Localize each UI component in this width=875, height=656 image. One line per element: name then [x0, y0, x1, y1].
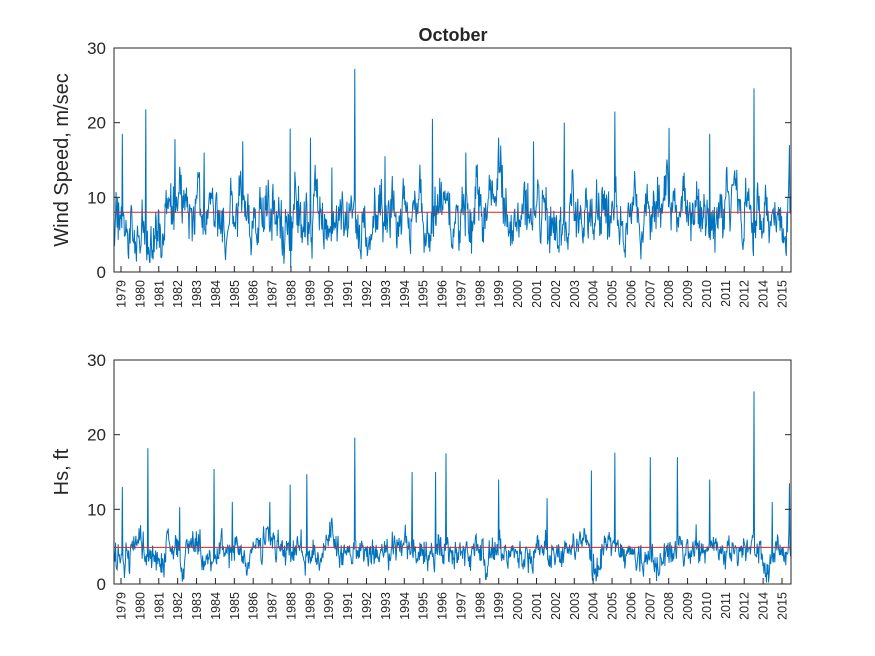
hs-x-tick-label: 1998 — [473, 592, 487, 620]
hs-x-tick-label: 2004 — [587, 592, 601, 620]
wind-speed-x-tick-label: 2006 — [624, 280, 638, 308]
hs-x-tick-label: 2012 — [738, 592, 752, 620]
wind-speed-series-line — [113, 68, 792, 268]
wind-speed-x-tick-label: 1993 — [379, 280, 393, 308]
wind-speed-x-tick-label: 2012 — [738, 280, 752, 308]
wind-speed-x-tick-label: 1986 — [247, 280, 261, 308]
wind-speed-x-tick-label: 2010 — [700, 280, 714, 308]
wind-speed-y-ticks: 0 10 20 30 — [87, 39, 791, 282]
wind-speed-x-tick-label: 1979 — [115, 280, 129, 308]
hs-x-tick-label: 1996 — [436, 592, 450, 620]
wind-speed-x-tick-label: 1984 — [209, 280, 223, 308]
wind-speed-x-tick-label: 1997 — [454, 280, 468, 308]
wind-speed-x-tick-label: 1999 — [492, 280, 506, 308]
hs-x-tick-label: 1985 — [228, 592, 242, 620]
wind-speed-x-ticks: 1979 1980 1981 1982 1983 1984 1985 1986 1987 1988… — [115, 266, 790, 308]
wind-speed-x-tick-label: 2011 — [719, 280, 733, 307]
wind-speed-axes-box — [113, 47, 792, 273]
hs-axes-box — [113, 359, 792, 585]
hs-y-ticks: 0 10 20 30 — [87, 351, 791, 594]
wind-speed-x-tick-label: 1988 — [285, 280, 299, 308]
hs-x-tick-label: 1999 — [492, 592, 506, 620]
hs-x-tick-label: 2005 — [606, 592, 620, 620]
wind-speed-y-tick-label: 0 — [97, 263, 106, 282]
wind-speed-x-tick-label: 2003 — [568, 280, 582, 308]
wind-speed-x-tick-label: 2015 — [776, 280, 790, 308]
y-axis-label-hs: Hs, ft — [51, 448, 73, 495]
wind-speed-x-tick-label: 2000 — [511, 280, 525, 308]
wind-speed-y-tick-label: 30 — [87, 39, 106, 58]
hs-x-tick-label: 2010 — [700, 592, 714, 620]
hs-x-tick-label: 2003 — [568, 592, 582, 620]
hs-x-tick-label: 2000 — [511, 592, 525, 620]
hs-x-tick-label: 2002 — [549, 592, 563, 620]
hs-x-tick-label: 1988 — [285, 592, 299, 620]
hs-series — [113, 391, 792, 583]
wind-speed-x-tick-label: 1985 — [228, 280, 242, 308]
hs-y-tick-label: 20 — [87, 426, 106, 445]
hs-x-tick-label: 1997 — [454, 592, 468, 620]
wind-speed-x-tick-label: 1995 — [417, 280, 431, 308]
wind-speed-x-tick-label: 2007 — [643, 280, 657, 308]
wind-speed-x-tick-label: 1983 — [190, 280, 204, 308]
hs-series-line — [113, 391, 792, 583]
hs-x-tick-label: 2007 — [643, 592, 657, 620]
wind-speed-x-tick-label: 2005 — [606, 280, 620, 308]
wind-speed-x-tick-label: 1990 — [322, 280, 336, 308]
hs-x-tick-label: 1994 — [398, 592, 412, 620]
hs-x-tick-label: 2014 — [757, 592, 771, 620]
hs-x-tick-label: 1979 — [115, 592, 129, 620]
wind-speed-x-tick-label: 2004 — [587, 280, 601, 308]
hs-x-tick-label: 1980 — [133, 592, 147, 620]
hs-x-tick-label: 1993 — [379, 592, 393, 620]
wind-speed-y-tick-label: 20 — [87, 114, 106, 133]
hs-x-ticks: 1979 1980 1981 1982 1983 1984 1985 1986 1987 1988… — [115, 578, 790, 620]
y-axis-label-wind-speed: Wind Speed, m/sec — [51, 73, 73, 246]
hs-x-tick-label: 1991 — [341, 592, 355, 620]
wind-speed-x-tick-label: 2014 — [757, 280, 771, 308]
wind-speed-x-tick-label: 2009 — [681, 280, 695, 308]
hs-x-tick-label: 1984 — [209, 592, 223, 620]
hs-x-tick-label: 2015 — [776, 592, 790, 620]
wind-speed-x-tick-label: 1981 — [152, 280, 166, 308]
wind-speed-x-tick-label: 1992 — [360, 280, 374, 308]
hs-x-tick-label: 1982 — [171, 592, 185, 620]
wind-speed-x-tick-label: 2001 — [530, 280, 544, 308]
wind-speed-y-tick-label: 10 — [87, 188, 106, 207]
wind-speed-series — [113, 68, 792, 268]
hs-x-tick-label: 1986 — [247, 592, 261, 620]
hs-x-tick-label: 2001 — [530, 592, 544, 620]
wind-speed-x-tick-label: 1994 — [398, 280, 412, 308]
hs-y-tick-label: 30 — [87, 351, 106, 370]
hs-x-tick-label: 1987 — [266, 592, 280, 620]
hs-x-tick-label: 1992 — [360, 592, 374, 620]
hs-x-tick-label: 1989 — [303, 592, 317, 620]
hs-y-tick-label: 10 — [87, 500, 106, 519]
wind-speed-x-tick-label: 1989 — [303, 280, 317, 308]
hs-x-tick-label: 2008 — [662, 592, 676, 620]
wind-speed-x-tick-label: 1998 — [473, 280, 487, 308]
hs-y-tick-label: 0 — [97, 575, 106, 594]
wind-speed-x-tick-label: 2002 — [549, 280, 563, 308]
chart-title: October — [418, 25, 487, 45]
hs-x-tick-label: 1995 — [417, 592, 431, 620]
hs-x-tick-label: 2006 — [624, 592, 638, 620]
wind-speed-x-tick-label: 1987 — [266, 280, 280, 308]
hs-x-tick-label: 1990 — [322, 592, 336, 620]
hs-x-tick-label: 2009 — [681, 592, 695, 620]
wind-speed-x-tick-label: 1980 — [133, 280, 147, 308]
wind-speed-x-tick-label: 1991 — [341, 280, 355, 308]
hs-x-tick-label: 2011 — [719, 592, 733, 619]
hs-x-tick-label: 1981 — [152, 592, 166, 620]
wind-speed-x-tick-label: 1996 — [436, 280, 450, 308]
wind-speed-x-tick-label: 1982 — [171, 280, 185, 308]
hs-x-tick-label: 1983 — [190, 592, 204, 620]
wind-speed-x-tick-label: 2008 — [662, 280, 676, 308]
